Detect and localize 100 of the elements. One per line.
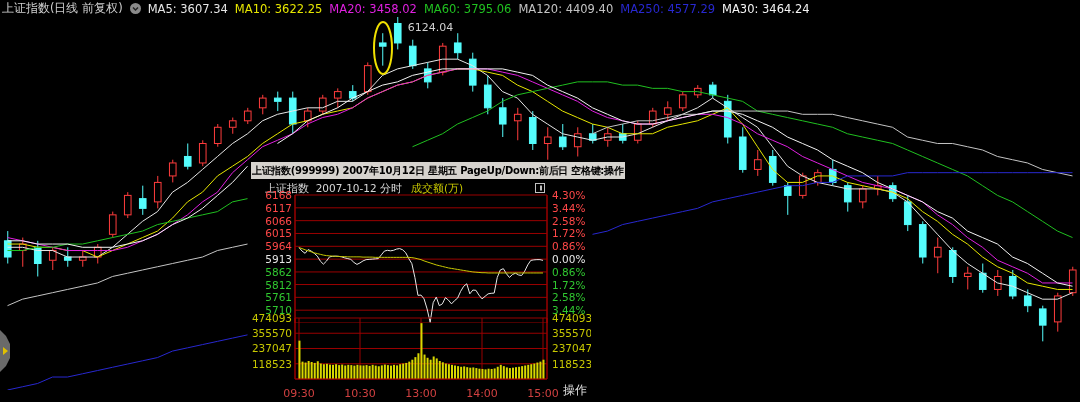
bar (536, 362, 539, 379)
y-tick-label: 6015 (265, 227, 292, 240)
bar (304, 362, 307, 379)
y2-tick-label: 1.72% (552, 227, 586, 240)
bar (383, 364, 386, 379)
candlestick (948, 246, 957, 284)
line-series (298, 247, 544, 274)
candlestick (573, 126, 582, 157)
text: MA10: 3622.25 (234, 1, 323, 16)
y2-tick-label: 1.72% (552, 278, 586, 291)
candlestick (993, 269, 1002, 297)
candlestick (543, 126, 552, 161)
text: MA20: 3458.02 (329, 1, 417, 16)
x-tick-label: 13:00 (405, 387, 437, 400)
text: MA30: 3464.24 (722, 1, 810, 16)
bar (393, 364, 396, 379)
bar (521, 366, 524, 379)
chart-title: 上证指数(日线 前复权) (2, 1, 123, 16)
x-tick-label: 09:30 (283, 387, 315, 400)
bar (505, 367, 508, 379)
bar (325, 363, 328, 379)
y-tick-label: 5913 (265, 253, 292, 266)
bar (341, 364, 344, 379)
x-tick-label: 14:00 (466, 387, 498, 400)
bar (508, 368, 511, 379)
bar (515, 367, 518, 379)
bar (441, 362, 444, 379)
y2-tick-label: 0.86% (552, 240, 586, 253)
candlestick (768, 149, 777, 187)
bar (411, 359, 414, 379)
bar (533, 363, 536, 379)
bar (335, 364, 338, 379)
bar (338, 365, 341, 379)
bar (454, 365, 457, 379)
bar (423, 354, 426, 379)
bar (301, 361, 304, 379)
candlestick (738, 126, 747, 174)
candlestick (753, 149, 762, 177)
candlestick (378, 32, 387, 67)
y2-tick-label: 2.58% (552, 291, 586, 304)
bar (316, 361, 319, 379)
bar (319, 363, 322, 379)
y-tick-label: 5964 (265, 240, 293, 253)
bar (307, 360, 310, 379)
text: 操作 (563, 382, 587, 399)
y-tick-label: 355570 (251, 327, 292, 340)
bar (542, 359, 545, 379)
bar (396, 365, 399, 379)
candlestick (453, 32, 462, 60)
bar (405, 362, 408, 379)
bar (499, 364, 502, 379)
bar (322, 364, 325, 379)
y-tick-label: 6066 (265, 214, 293, 227)
bar (399, 364, 402, 379)
bar (298, 340, 301, 379)
text: MA250: 4577.29 (620, 1, 716, 16)
y2-tick-label: 118523 (552, 357, 593, 370)
bar (420, 323, 423, 379)
bar (332, 364, 335, 379)
bar (438, 360, 441, 379)
candlestick (138, 185, 147, 216)
y2-tick-label: 0.86% (552, 265, 586, 278)
y2-tick-label: 4.30% (552, 189, 586, 201)
line-series (298, 247, 544, 323)
y2-tick-label: 2.58% (552, 214, 586, 227)
candlestick (363, 61, 372, 96)
text: MA5: 3607.34 (147, 1, 228, 16)
candlestick (213, 123, 222, 148)
y-tick-label: 237047 (251, 342, 292, 355)
bar (365, 365, 368, 379)
bar (502, 366, 505, 379)
chart-title: 成交额(万) (411, 182, 464, 196)
bar (527, 364, 530, 379)
bar (444, 363, 447, 379)
bar (460, 366, 463, 379)
bar (429, 359, 432, 379)
bar (426, 357, 429, 379)
y-tick-label: 5812 (265, 278, 292, 291)
bar (463, 366, 466, 379)
chart-title: 上证指数(999999) 2007年10月12日 星期五 PageUp/Down:前后日 空格键:操作 (251, 162, 626, 179)
bar (530, 364, 533, 379)
bar (402, 363, 405, 379)
bar (414, 357, 417, 379)
y2-tick-label: 355570 (552, 327, 593, 340)
bar (368, 365, 371, 379)
y2-tick-label: 0.00% (552, 253, 586, 265)
bar (432, 356, 435, 379)
bar (524, 365, 527, 379)
annotation: 6124.04 (407, 21, 454, 34)
candlestick (963, 266, 972, 290)
y-tick-label: 6117 (265, 201, 292, 214)
bar (310, 362, 313, 379)
candlestick (918, 220, 927, 264)
bar (518, 366, 521, 379)
y2-tick-label: 3.44% (552, 201, 586, 214)
y-tick-label: 5862 (265, 265, 292, 278)
y-tick-label: 118523 (251, 357, 292, 370)
bar (359, 365, 362, 379)
bar (347, 364, 350, 379)
x-tick-label: 15:00 (527, 387, 559, 400)
